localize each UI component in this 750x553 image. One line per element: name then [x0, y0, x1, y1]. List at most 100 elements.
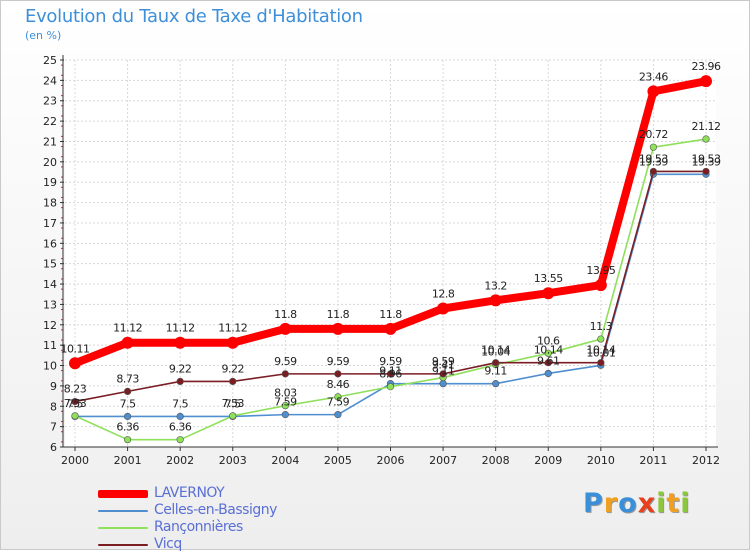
data-point	[176, 377, 184, 386]
y-tick-label: 21	[43, 135, 57, 148]
data-label: 10.04	[481, 346, 510, 359]
data-label: 9.11	[432, 365, 455, 378]
data-point	[597, 335, 605, 343]
data-label: 11.12	[166, 322, 195, 335]
data-point	[702, 167, 710, 176]
data-point	[702, 135, 710, 143]
chart-title: Evolution du Taux de Taxe d'Habitation	[25, 6, 363, 27]
legend-swatch	[98, 490, 148, 498]
data-point	[492, 380, 500, 388]
data-label: 11.8	[379, 308, 402, 321]
data-label: 9.22	[169, 362, 192, 375]
data-point	[649, 167, 658, 176]
data-point	[123, 387, 132, 395]
data-label: 7.53	[222, 397, 245, 410]
y-tick-label: 13	[43, 298, 57, 311]
data-point	[437, 302, 450, 315]
legend-swatch	[98, 544, 148, 546]
y-tick-label: 9	[50, 380, 57, 393]
logo-letter: t	[666, 488, 681, 519]
data-label: 10.14	[586, 344, 615, 357]
data-point	[281, 402, 289, 410]
data-label: 7.5	[225, 397, 241, 410]
x-tick-label: 2009	[534, 454, 562, 467]
legend-item: Celles-en-Bassigny	[98, 502, 358, 519]
x-tick-label: 2000	[61, 454, 89, 467]
x-tick-label: 2006	[377, 454, 405, 467]
x-tick-label: 2007	[429, 454, 457, 467]
data-point	[229, 412, 237, 420]
data-label: 7.53	[64, 397, 87, 410]
legend-label: LAVERNOY	[154, 485, 225, 501]
data-label: 6.36	[116, 421, 139, 434]
x-tick-label: 2002	[166, 454, 194, 467]
data-point	[281, 370, 289, 378]
chart-subtitle: (en %)	[25, 29, 62, 42]
y-tick-label: 24	[43, 74, 57, 87]
data-label: 11.3	[590, 320, 613, 333]
legend-label: Rançonnières	[154, 519, 243, 535]
data-label: 19.39	[692, 155, 721, 168]
data-label: 11.12	[113, 322, 142, 335]
logo-letter: r	[603, 488, 619, 519]
data-point	[386, 383, 395, 391]
data-point	[597, 359, 605, 367]
x-tick-label: 2010	[587, 454, 615, 467]
logo-letter: i	[680, 488, 691, 519]
data-label: 19.53	[692, 152, 721, 165]
legend-swatch	[98, 510, 148, 512]
data-point	[71, 412, 79, 420]
data-label: 13.95	[586, 264, 615, 277]
y-tick-label: 20	[43, 156, 57, 169]
data-label: 20.72	[639, 128, 668, 141]
data-label: 10.01	[586, 346, 615, 359]
data-point	[334, 393, 342, 401]
chart-legend: LAVERNOY Celles-en-Bassigny Rançonnières Vi…	[98, 485, 358, 553]
logo-letter: o	[618, 488, 638, 519]
proxiti-logo: Proxiti	[583, 488, 691, 519]
y-tick-label: 17	[43, 217, 57, 230]
data-point	[544, 359, 552, 367]
data-point	[123, 436, 132, 444]
data-label: 9.59	[379, 355, 402, 368]
data-label: 10.14	[481, 344, 510, 357]
data-point	[489, 294, 502, 307]
data-label: 9.59	[432, 355, 455, 368]
data-point	[647, 85, 660, 98]
data-label: 6.36	[169, 421, 192, 434]
legend-item: LAVERNOY	[98, 485, 358, 502]
data-label: 10.11	[61, 342, 90, 355]
y-tick-label: 7	[50, 421, 57, 434]
data-label: 7.5	[67, 397, 83, 410]
x-tick-label: 2004	[271, 454, 299, 467]
legend-swatch	[98, 527, 148, 529]
y-tick-label: 10	[43, 360, 57, 373]
data-label: 8.23	[64, 383, 87, 396]
y-tick-label: 22	[43, 115, 57, 128]
data-label: 7.59	[327, 396, 350, 409]
data-label: 7.5	[120, 397, 136, 410]
data-point	[226, 336, 239, 349]
data-point	[279, 322, 292, 335]
legend-label: Vicq	[154, 536, 182, 552]
data-point	[386, 370, 395, 378]
data-label: 8.96	[379, 368, 402, 381]
y-tick-label: 8	[50, 400, 57, 413]
data-label: 8.46	[327, 378, 350, 391]
data-label: 10.6	[537, 334, 560, 347]
legend-item: Vicq	[98, 536, 358, 553]
data-point	[174, 336, 187, 349]
y-tick-label: 12	[43, 319, 57, 332]
logo-letter: i	[656, 488, 667, 519]
y-tick-label: 11	[43, 339, 57, 352]
data-point	[439, 370, 447, 378]
data-point	[121, 336, 134, 349]
data-point	[331, 322, 344, 335]
data-point	[544, 349, 552, 357]
y-tick-label: 19	[43, 176, 57, 189]
y-tick-label: 16	[43, 237, 57, 250]
data-label: 19.53	[639, 152, 668, 165]
data-label: 23.96	[692, 60, 721, 73]
y-tick-label: 18	[43, 197, 57, 210]
data-label: 9.11	[379, 365, 402, 378]
